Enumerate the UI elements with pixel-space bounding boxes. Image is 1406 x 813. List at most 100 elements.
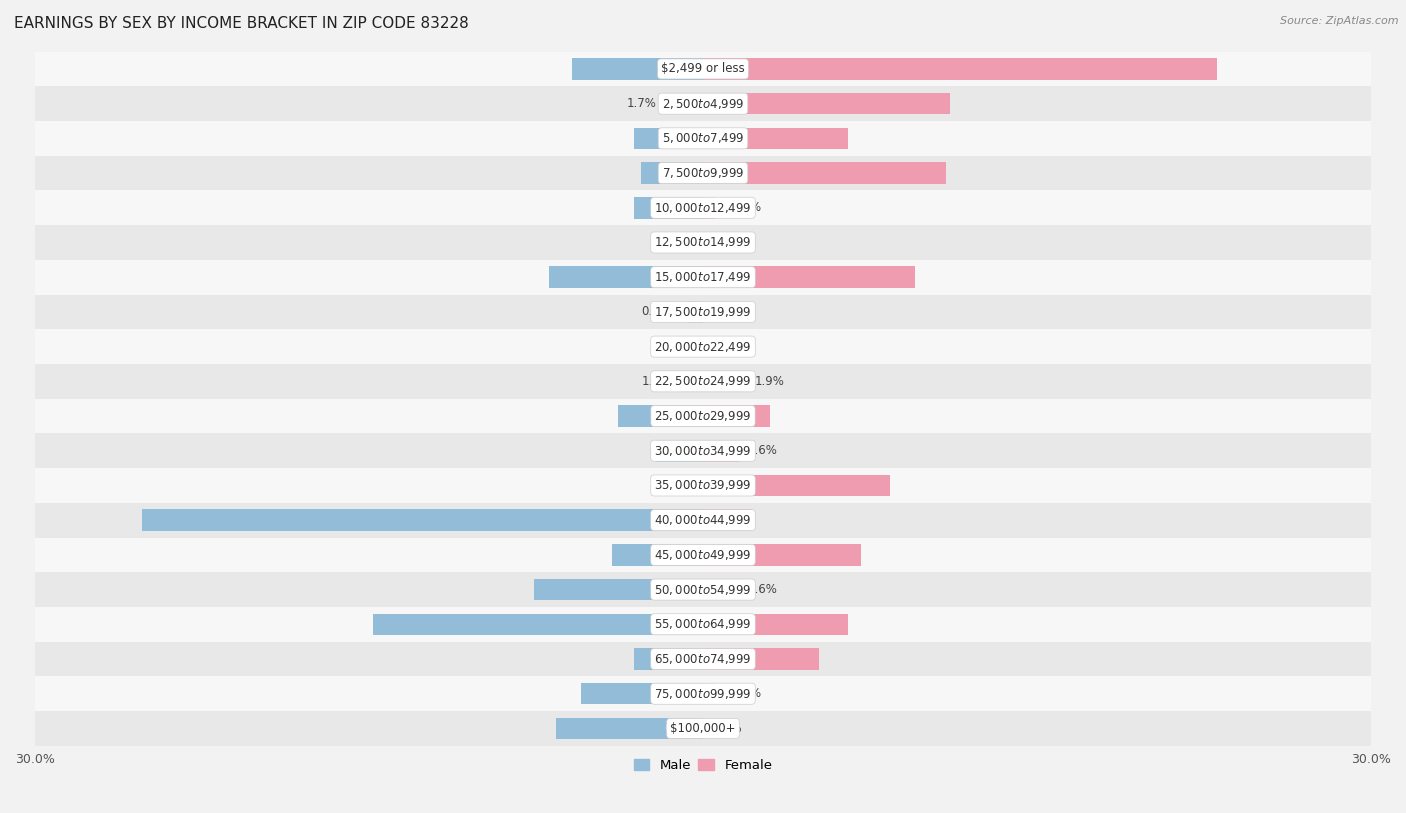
- Text: $20,000 to $22,499: $20,000 to $22,499: [654, 340, 752, 354]
- Text: 1.0%: 1.0%: [643, 375, 672, 388]
- Text: $22,500 to $24,999: $22,500 to $24,999: [654, 374, 752, 389]
- Bar: [35, 537, 1371, 572]
- Bar: [35, 468, 1371, 502]
- Text: 3.1%: 3.1%: [665, 202, 695, 215]
- Text: 3.8%: 3.8%: [665, 410, 695, 423]
- Text: $30,000 to $34,999: $30,000 to $34,999: [654, 444, 752, 458]
- Text: $40,000 to $44,999: $40,000 to $44,999: [654, 513, 752, 527]
- Text: 23.1%: 23.1%: [711, 63, 749, 76]
- Text: 9.5%: 9.5%: [711, 271, 741, 284]
- Text: $10,000 to $12,499: $10,000 to $12,499: [654, 201, 752, 215]
- Bar: [35, 364, 1371, 398]
- Text: 0.27%: 0.27%: [718, 236, 755, 249]
- Text: 0.0%: 0.0%: [711, 340, 741, 353]
- Bar: [703, 510, 752, 531]
- Text: 1.6%: 1.6%: [748, 583, 778, 596]
- Bar: [550, 267, 703, 288]
- Text: $75,000 to $99,999: $75,000 to $99,999: [654, 687, 752, 701]
- Text: 7.1%: 7.1%: [711, 549, 742, 561]
- Text: 5.9%: 5.9%: [665, 63, 695, 76]
- Text: 3.1%: 3.1%: [665, 653, 695, 666]
- Text: 0.54%: 0.54%: [724, 687, 761, 700]
- Text: 5.5%: 5.5%: [665, 687, 695, 700]
- Text: 5.2%: 5.2%: [711, 653, 741, 666]
- Text: 6.6%: 6.6%: [664, 722, 695, 735]
- Text: EARNINGS BY SEX BY INCOME BRACKET IN ZIP CODE 83228: EARNINGS BY SEX BY INCOME BRACKET IN ZIP…: [14, 16, 468, 31]
- Bar: [657, 440, 703, 462]
- Bar: [35, 121, 1371, 156]
- Bar: [703, 371, 745, 392]
- Text: $2,500 to $4,999: $2,500 to $4,999: [662, 97, 744, 111]
- Bar: [35, 329, 1371, 364]
- Text: 4.1%: 4.1%: [664, 549, 695, 561]
- Text: 0.0%: 0.0%: [665, 340, 695, 353]
- Bar: [35, 260, 1371, 294]
- Text: 1.7%: 1.7%: [626, 97, 657, 110]
- Bar: [703, 440, 738, 462]
- Bar: [581, 683, 703, 705]
- Text: 0.54%: 0.54%: [724, 202, 761, 215]
- Text: $65,000 to $74,999: $65,000 to $74,999: [654, 652, 752, 666]
- Bar: [703, 163, 946, 184]
- Bar: [703, 232, 709, 253]
- Bar: [703, 579, 738, 600]
- Bar: [555, 718, 703, 739]
- Bar: [703, 475, 890, 496]
- Text: $100,000+: $100,000+: [671, 722, 735, 735]
- Bar: [374, 614, 703, 635]
- Bar: [534, 579, 703, 600]
- Bar: [703, 614, 848, 635]
- Text: $15,000 to $17,499: $15,000 to $17,499: [654, 270, 752, 285]
- Text: $5,000 to $7,499: $5,000 to $7,499: [662, 132, 744, 146]
- Bar: [35, 502, 1371, 537]
- Bar: [35, 641, 1371, 676]
- Bar: [142, 510, 703, 531]
- Bar: [703, 59, 1218, 80]
- Bar: [35, 433, 1371, 468]
- Text: 10.9%: 10.9%: [711, 167, 749, 180]
- Bar: [35, 86, 1371, 121]
- Text: $25,000 to $29,999: $25,000 to $29,999: [654, 409, 752, 423]
- Bar: [703, 128, 848, 149]
- Bar: [35, 294, 1371, 329]
- Text: Source: ZipAtlas.com: Source: ZipAtlas.com: [1281, 16, 1399, 26]
- Text: 11.1%: 11.1%: [711, 97, 749, 110]
- Bar: [703, 93, 950, 115]
- Bar: [634, 648, 703, 670]
- Bar: [657, 232, 703, 253]
- Bar: [703, 648, 818, 670]
- Text: 1.9%: 1.9%: [754, 375, 785, 388]
- Text: 6.5%: 6.5%: [711, 132, 741, 145]
- Text: 3.1%: 3.1%: [665, 132, 695, 145]
- Bar: [634, 128, 703, 149]
- Text: 8.4%: 8.4%: [711, 479, 741, 492]
- Bar: [634, 197, 703, 219]
- Bar: [572, 59, 703, 80]
- Text: 2.1%: 2.1%: [664, 444, 695, 457]
- Text: 2.1%: 2.1%: [664, 236, 695, 249]
- Bar: [35, 398, 1371, 433]
- Text: 0.0%: 0.0%: [665, 479, 695, 492]
- Text: $50,000 to $54,999: $50,000 to $54,999: [654, 583, 752, 597]
- Text: 3.0%: 3.0%: [711, 410, 741, 423]
- Text: $2,499 or less: $2,499 or less: [661, 63, 745, 76]
- Bar: [665, 93, 703, 115]
- Text: 7.6%: 7.6%: [664, 583, 695, 596]
- Bar: [35, 190, 1371, 225]
- Text: 0.0%: 0.0%: [711, 306, 741, 319]
- Legend: Male, Female: Male, Female: [628, 754, 778, 777]
- Text: $35,000 to $39,999: $35,000 to $39,999: [654, 479, 752, 493]
- Text: $45,000 to $49,999: $45,000 to $49,999: [654, 548, 752, 562]
- Text: 14.8%: 14.8%: [657, 618, 695, 631]
- Bar: [681, 371, 703, 392]
- Text: 1.6%: 1.6%: [748, 444, 778, 457]
- Text: 2.2%: 2.2%: [711, 514, 742, 527]
- Text: $55,000 to $64,999: $55,000 to $64,999: [654, 617, 752, 631]
- Text: $7,500 to $9,999: $7,500 to $9,999: [662, 166, 744, 180]
- Text: $17,500 to $19,999: $17,500 to $19,999: [654, 305, 752, 319]
- Bar: [35, 711, 1371, 746]
- Text: $12,500 to $14,999: $12,500 to $14,999: [654, 236, 752, 250]
- Bar: [35, 156, 1371, 190]
- Bar: [619, 405, 703, 427]
- Bar: [35, 572, 1371, 607]
